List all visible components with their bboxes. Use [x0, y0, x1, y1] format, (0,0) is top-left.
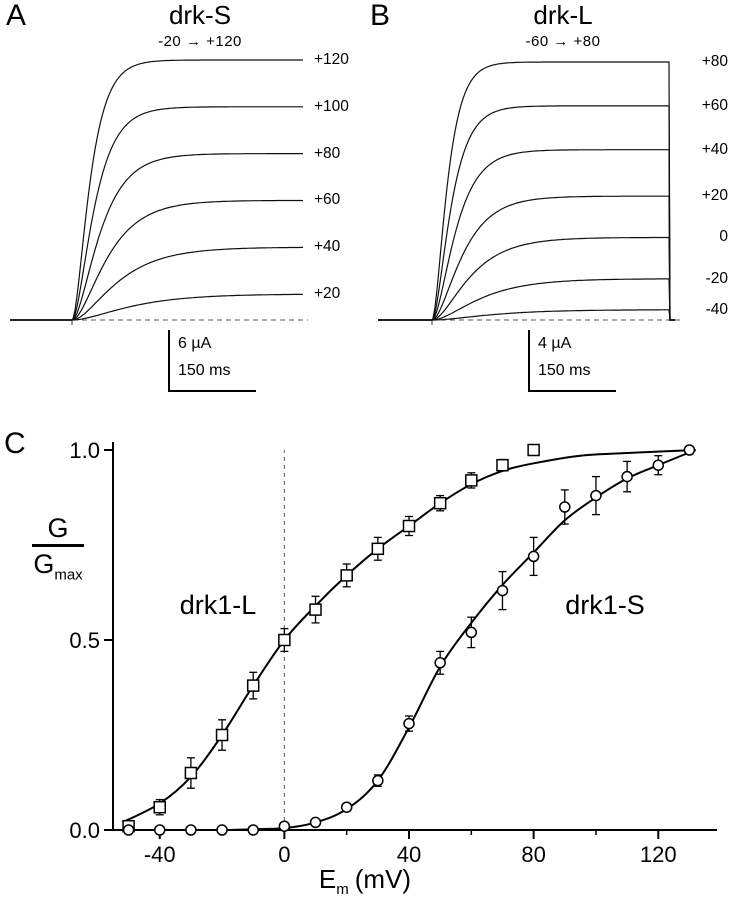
gmax-base: G — [33, 549, 55, 579]
data-marker-square — [371, 542, 385, 556]
panel-b-letter: B — [370, 0, 391, 32]
panel-a-scale-bar: 6 µA 150 ms — [168, 330, 256, 392]
data-marker-circle — [309, 816, 322, 829]
drk1-L-curve-label: drk1-L — [179, 590, 257, 620]
current-trace — [378, 309, 675, 321]
data-marker-circle — [153, 824, 166, 836]
data-marker-circle — [340, 801, 353, 813]
voltage-step-label: +60 — [314, 191, 341, 209]
current-trace — [10, 293, 304, 321]
data-marker-square — [309, 603, 322, 616]
em-base: E — [318, 864, 337, 894]
data-marker-square — [184, 766, 198, 780]
current-trace — [378, 105, 675, 321]
data-marker-square — [433, 496, 447, 510]
panel-a-letter: A — [6, 0, 27, 32]
x-tick-label: 40 — [397, 842, 421, 867]
voltage-step-label: -40 — [705, 300, 728, 318]
data-marker-circle — [403, 717, 415, 730]
data-marker-square — [215, 728, 229, 742]
voltage-step-label: +80 — [314, 144, 341, 162]
em-unit: (mV) — [354, 864, 412, 894]
current-trace — [10, 246, 303, 321]
current-trace — [378, 61, 675, 321]
panel-a-scale-current-label: 6 µA — [178, 335, 212, 352]
current-trace — [10, 106, 303, 321]
data-marker-square — [402, 519, 416, 533]
data-marker-circle — [434, 657, 446, 669]
data-marker-circle — [621, 470, 633, 483]
voltage-step-label: +100 — [314, 97, 349, 115]
current-trace — [378, 236, 675, 321]
panel-a-scale-time-label: 150 ms — [178, 362, 231, 379]
g-numerator: G — [47, 513, 69, 543]
data-marker-circle — [216, 824, 228, 836]
drk1-S-curve-label: drk1-S — [565, 590, 645, 620]
panel-b-title: drk-L — [533, 0, 593, 30]
data-marker-square — [465, 474, 478, 487]
current-trace — [10, 153, 303, 321]
data-marker-square — [153, 800, 166, 814]
current-trace — [10, 199, 303, 321]
gmax-subscript: max — [54, 566, 83, 584]
data-marker-circle — [683, 444, 696, 456]
voltage-step-label: +20 — [314, 285, 341, 302]
x-tick-label: 80 — [521, 842, 545, 867]
fit-curve-drk1-L — [121, 449, 696, 824]
data-marker-circle — [185, 824, 197, 836]
current-trace — [10, 59, 303, 321]
data-marker-square — [278, 633, 291, 647]
y-tick-label: 1.0 — [69, 438, 100, 463]
panel-a-title: drk-S — [168, 0, 232, 30]
y-tick-label: 0.0 — [69, 818, 100, 843]
voltage-step-label: +80 — [701, 53, 728, 70]
x-tick-label: 120 — [640, 842, 677, 867]
panel-b-protocol: -60 → +80 — [525, 33, 601, 50]
data-marker-circle — [496, 584, 509, 597]
data-marker-square — [340, 569, 353, 582]
data-marker-circle — [122, 824, 135, 836]
current-trace — [378, 278, 675, 321]
data-marker-square — [496, 458, 509, 472]
current-trace — [378, 195, 675, 321]
data-marker-circle — [247, 824, 259, 836]
voltage-step-label: +40 — [314, 238, 341, 256]
fit-curve-drk1-S — [122, 449, 697, 831]
panel-b-scale-bar: 4 µA 150 ms — [528, 330, 616, 392]
data-marker-circle — [372, 774, 384, 787]
data-marker-circle — [559, 501, 571, 513]
gmax-denominator: Gmax — [30, 549, 86, 590]
panel-c-letter: C — [4, 427, 26, 460]
voltage-step-label: -20 — [705, 269, 728, 287]
x-tick-label: -40 — [144, 842, 176, 867]
data-marker-square — [246, 679, 260, 692]
x-axis-label: Em (mV) — [0, 864, 730, 900]
conductance-voltage-plot: -40 0 40 80 120 0.0 0.5 1.0 — [69, 438, 717, 867]
fraction-bar — [32, 544, 84, 547]
em-subscript: m — [336, 881, 349, 899]
data-marker-square — [527, 443, 540, 457]
current-trace — [378, 149, 675, 321]
data-marker-circle — [527, 550, 540, 563]
panel-b-scale-current-label: 4 µA — [538, 335, 572, 352]
panel-a-protocol: -20 → +120 — [158, 33, 242, 50]
voltage-step-label: +20 — [701, 187, 728, 205]
data-marker-circle — [590, 489, 602, 502]
voltage-step-label: 0 — [719, 228, 728, 246]
panel-a-current-traces — [10, 59, 308, 325]
panel-b-voltage-labels: +80 +60 +40 +20 0 -20 -40 — [690, 48, 728, 342]
voltage-step-label: +40 — [701, 140, 728, 158]
voltage-step-label: +60 — [701, 96, 728, 114]
y-tick-label: 0.5 — [69, 628, 100, 653]
panel-a-voltage-labels: +120 +100 +80 +60 +40 +20 — [314, 48, 374, 342]
data-marker-circle — [465, 626, 478, 639]
panel-b-scale-time-label: 150 ms — [538, 362, 591, 379]
x-tick-label: 0 — [278, 842, 290, 867]
y-axis-label-g-over-gmax: G Gmax — [30, 514, 86, 590]
data-marker-circle — [652, 459, 665, 471]
voltage-step-label: +120 — [314, 51, 349, 68]
data-marker-circle — [278, 820, 291, 832]
panel-b-current-traces — [378, 61, 680, 325]
